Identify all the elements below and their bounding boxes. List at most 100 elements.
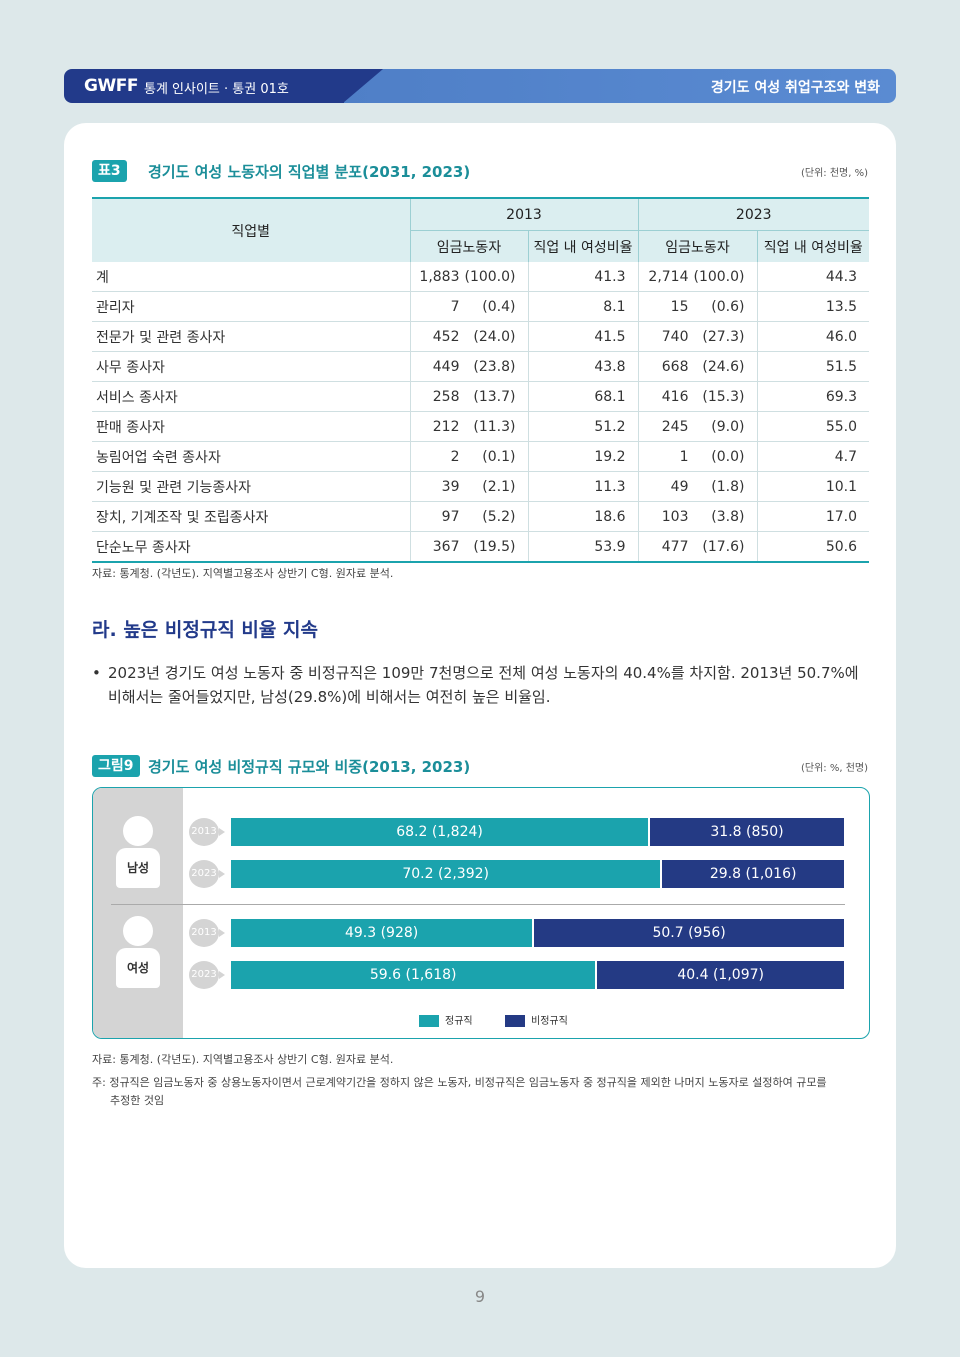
year-badge: 2023 [189,860,225,888]
wage-workers-2013: 2 (0.1) [410,441,529,472]
count-value: 49 [670,478,689,495]
figure-tag: 그림9 [92,755,140,777]
wage-workers-2013: 449 (23.8) [410,351,529,382]
female-ratio-2023: 69.3 [757,381,869,412]
legend-item: 비정규직 [505,1012,568,1027]
count-value: 416 [661,388,689,405]
share-value: (100.0) [693,268,745,285]
share-value: (5.2) [482,508,516,525]
bullet-line: 비해서는 줄어들었지만, 남성(29.8%)에 비해서는 여전히 높은 비율임. [108,688,551,706]
share-value: (0.1) [482,448,516,465]
wage-workers-2013: 367 (19.5) [410,531,529,563]
wage-workers-2023: 416 (15.3) [638,381,758,412]
male-person-icon: 남성 [116,816,160,888]
bar-data-label: 68.2 (1,824) [396,824,483,840]
share-value: (17.6) [702,538,745,555]
table-row: 기능원 및 관련 기능종사자 39 (2.1) 11.3 49 (1.8) 10.1 [92,471,869,502]
count-value: 367 [432,538,460,555]
female-ratio-2023: 17.0 [757,501,869,532]
table-tag: 표3 [92,160,127,182]
year-badge: 2013 [189,919,225,947]
irregular-bar: 31.8 (850) [650,818,844,846]
bar-data-label: 70.2 (2,392) [402,866,489,882]
table-row: 서비스 종사자 258 (13.7) 68.1 416 (15.3) 69.3 [92,381,869,412]
wage-workers-2023: 1 (0.0) [638,441,758,472]
wage-workers-2023: 103 (3.8) [638,501,758,532]
occupation-name: 서비스 종사자 [92,381,411,412]
female-ratio-2013: 53.9 [528,531,639,563]
female-ratio-2023: 46.0 [757,321,869,352]
table-row: 농림어업 숙련 종사자 2 (0.1) 19.2 1 (0.0) 4.7 [92,441,869,472]
figure-caption: 그림9 경기도 여성 비정규직 규모와 비중(2013, 2023) (단위: … [92,755,868,779]
count-value: 103 [661,508,689,525]
count-value: 477 [661,538,689,555]
count-value: 212 [432,418,460,435]
bullet-paragraph: • 2023년 경기도 여성 노동자 중 비정규직은 109만 7천명으로 전체 … [92,661,872,709]
female-ratio-2013: 43.8 [528,351,639,382]
table-row: 단순노무 종사자 367 (19.5) 53.9 477 (17.6) 50.6 [92,531,869,563]
irregular-bar: 40.4 (1,097) [597,961,844,989]
irregular-bar: 29.8 (1,016) [662,860,844,888]
count-value: 39 [441,478,460,495]
note-line: 추정한 것임 [110,1094,165,1107]
table-source: 자료: 통계청. (각년도). 지역별고용조사 상반기 C형. 원자료 분석. [92,567,394,580]
wage-workers-2023: 668 (24.6) [638,351,758,382]
share-value: (1.8) [711,478,745,495]
wage-workers-2023: 477 (17.6) [638,531,758,563]
share-value: (100.0) [464,268,516,285]
legend-item: 정규직 [419,1012,473,1027]
female-ratio-2013: 41.3 [528,262,639,292]
occupation-table: 직업별 2013 2023 임금노동자 직업 내 여성비율 임금노동자 직업 내… [92,197,869,563]
legend-swatch [505,1015,525,1027]
occupation-name: 사무 종사자 [92,351,411,382]
count-value: 1,883 [419,268,460,285]
female-ratio-2013: 51.2 [528,411,639,442]
table-row: 사무 종사자 449 (23.8) 43.8 668 (24.6) 51.5 [92,351,869,382]
wage-workers-2013: 1,883 (100.0) [410,262,529,292]
figure-note: 주: 정규직은 임금노동자 중 상용노동자이면서 근로계약기간을 정하지 않은 … [92,1074,872,1110]
table-row: 판매 종사자 212 (11.3) 51.2 245 (9.0) 55.0 [92,411,869,442]
header-left-band [64,69,364,103]
share-value: (3.8) [711,508,745,525]
table-row: 관리자 7 (0.4) 8.1 15 (0.6) 13.5 [92,291,869,322]
year-header: 2013 [410,197,639,231]
wage-workers-2013: 212 (11.3) [410,411,529,442]
female-ratio-2023: 50.6 [757,531,869,563]
column-header: 임금노동자 [638,230,758,262]
female-ratio-2023: 10.1 [757,471,869,502]
wage-workers-2023: 2,714 (100.0) [638,262,758,292]
wage-workers-2013: 7 (0.4) [410,291,529,322]
share-value: (24.6) [702,358,745,375]
bar-data-label: 50.7 (956) [652,925,726,941]
share-value: (23.8) [473,358,516,375]
share-value: (0.0) [711,448,745,465]
wage-workers-2023: 49 (1.8) [638,471,758,502]
female-ratio-2023: 13.5 [757,291,869,322]
occupation-name: 기능원 및 관련 기능종사자 [92,471,411,502]
bar-data-label: 31.8 (850) [710,824,784,840]
report-topic: 경기도 여성 취업구조와 변화 [710,80,880,96]
share-value: (27.3) [702,328,745,345]
occupation-name: 관리자 [92,291,411,322]
female-ratio-2023: 44.3 [757,262,869,292]
year-badge: 2023 [189,961,225,989]
regular-bar: 68.2 (1,824) [231,818,649,846]
series-label: 통계 인사이트 · 통권 01호 [144,82,289,97]
count-value: 452 [432,328,460,345]
stacked-bar-chart: 남성 여성 2013 68.2 (1,824) 31.8 (850) 2023 70.2… [92,787,870,1039]
female-ratio-2013: 18.6 [528,501,639,532]
bullet-line: 2023년 경기도 여성 노동자 중 비정규직은 109만 7천명으로 전체 여… [108,664,859,682]
share-value: (2.1) [482,478,516,495]
figure-source: 자료: 통계청. (각년도). 지역별고용조사 상반기 C형. 원자료 분석. [92,1053,394,1066]
count-value: 740 [661,328,689,345]
figure-unit: (단위: %, 천명) [800,763,868,774]
female-ratio-2013: 68.1 [528,381,639,412]
table-title: 경기도 여성 노동자의 직업별 분포(2031, 2023) [148,163,471,181]
count-value: 97 [441,508,460,525]
count-value: 245 [661,418,689,435]
column-header: 직업 내 여성비율 [757,230,869,262]
bar-data-label: 29.8 (1,016) [709,866,797,882]
regular-bar: 49.3 (928) [231,919,533,947]
page-header: GWFF 통계 인사이트 · 통권 01호 경기도 여성 취업구조와 변화 [64,69,896,103]
legend-swatch [419,1015,439,1027]
